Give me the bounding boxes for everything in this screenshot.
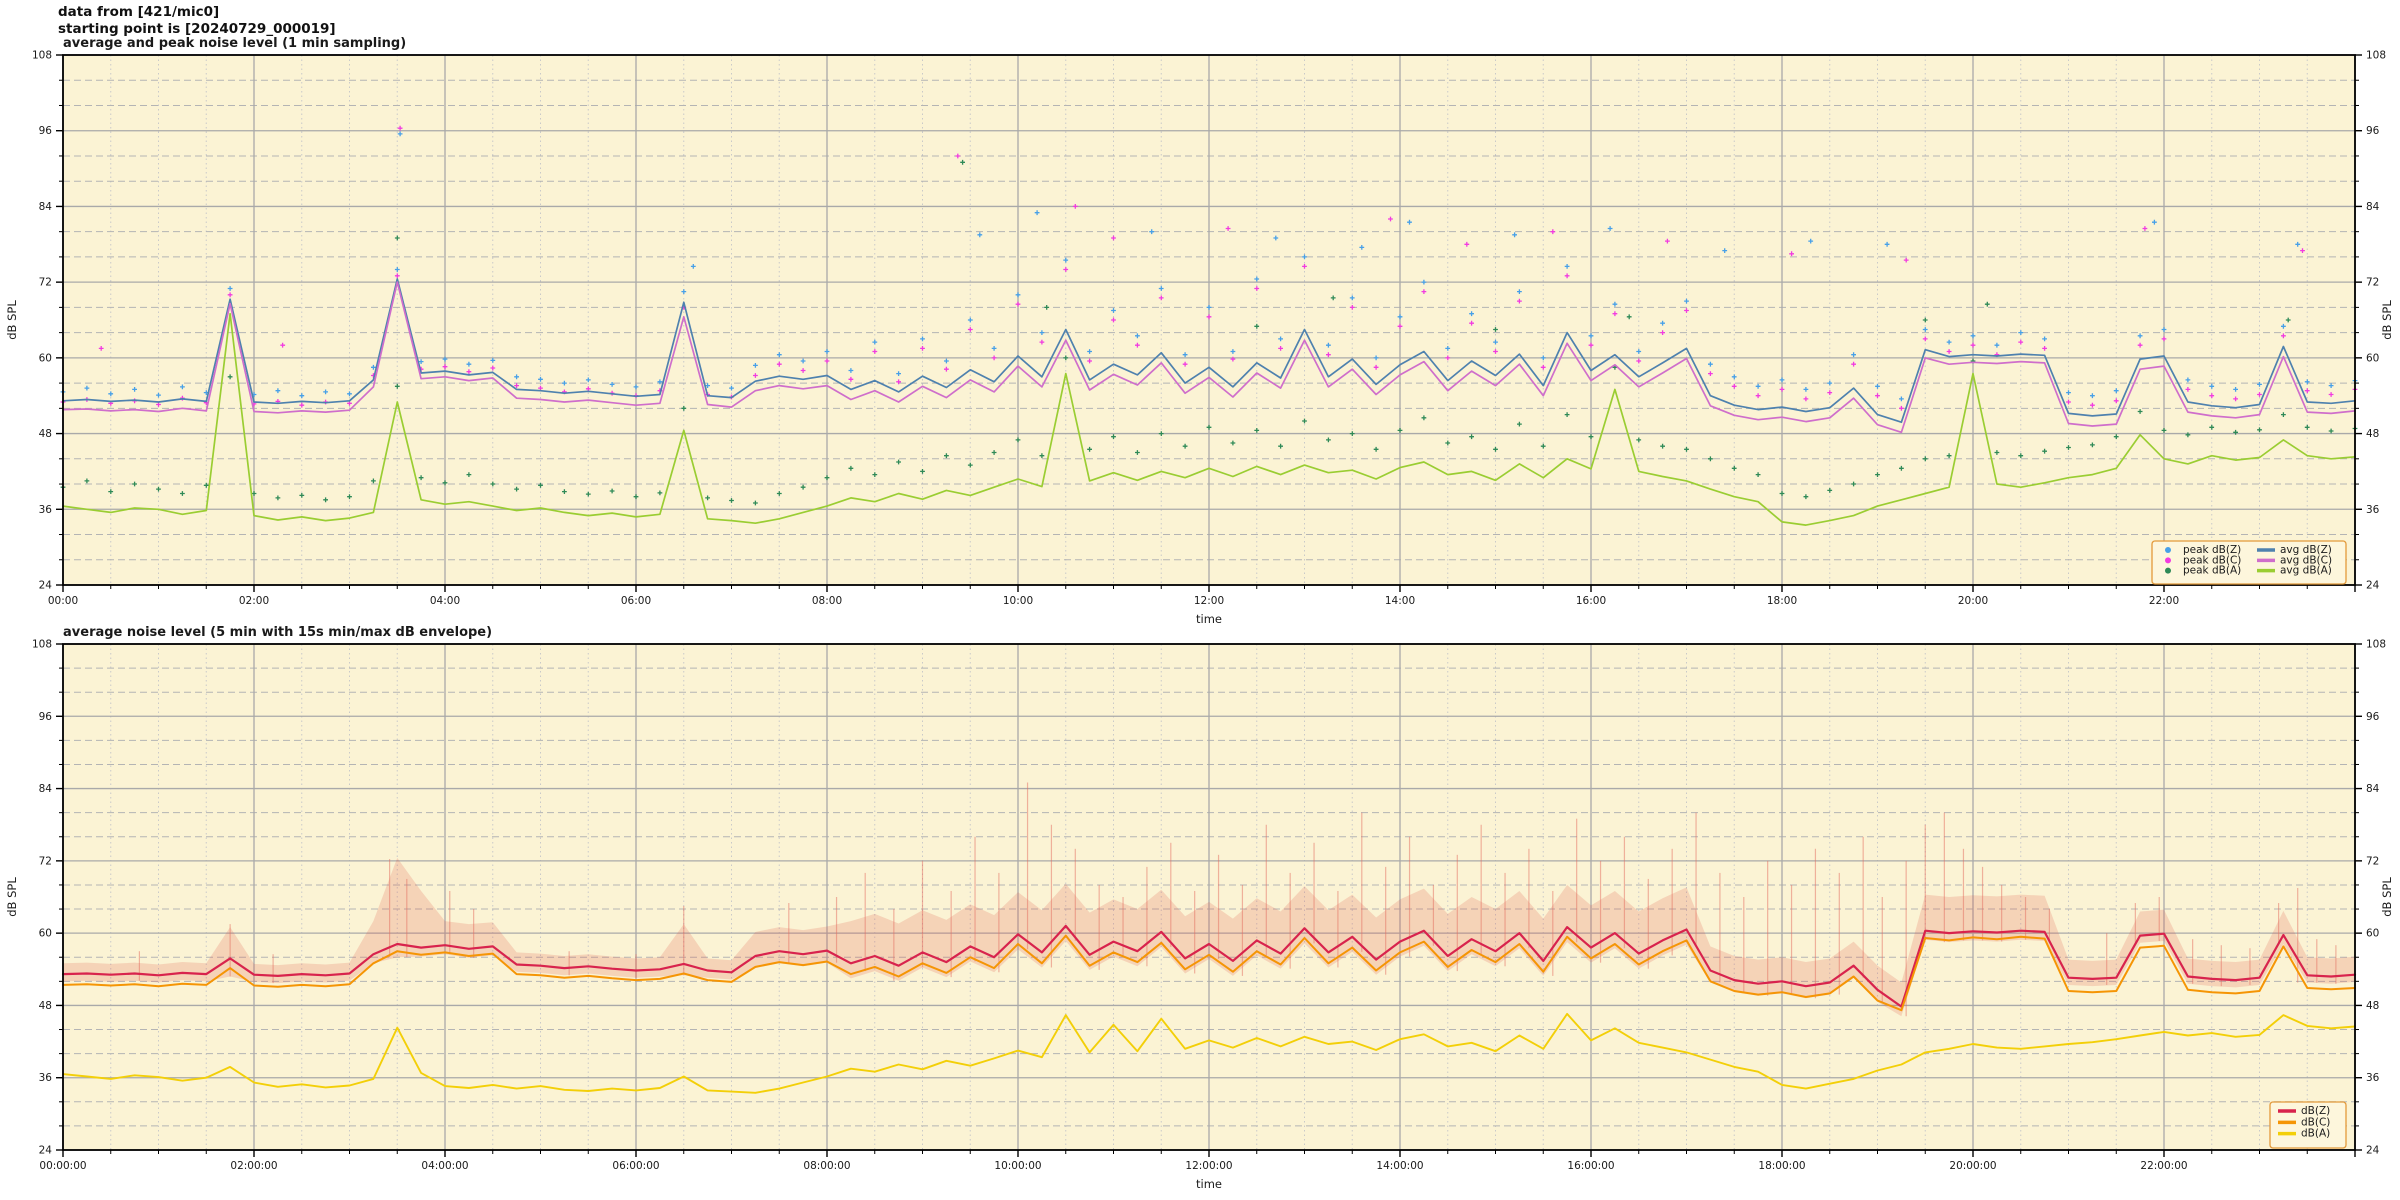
- x-tick-label: 22:00:00: [2140, 1160, 2187, 1172]
- legend-entry-label: avg dB(C): [2280, 554, 2332, 566]
- x-tick-label: 06:00: [621, 595, 651, 607]
- x-tick-label: 08:00:00: [803, 1160, 850, 1172]
- y-tick-label-left: 84: [39, 783, 53, 795]
- legend-entry-label: dB(C): [2301, 1116, 2330, 1128]
- y-tick-label-left: 72: [39, 855, 52, 867]
- header-start-line: starting point is [20240729_000019]: [58, 21, 336, 37]
- line-db-a-: [62, 1012, 2356, 1094]
- y-tick-label-left: 48: [39, 428, 52, 440]
- y-tick-label-left: 96: [39, 125, 53, 137]
- x-tick-label: 14:00:00: [1376, 1160, 1423, 1172]
- x-tick-label: 22:00: [2149, 595, 2179, 607]
- min-max-envelope: [63, 782, 2355, 1017]
- legend-marker-icon: [2165, 567, 2171, 574]
- y-tick-label-right: 60: [2366, 352, 2379, 364]
- legend-entry-label: avg dB(Z): [2280, 544, 2332, 556]
- x-tick-label: 00:00: [48, 595, 78, 607]
- x-tick-label: 18:00: [1767, 595, 1797, 607]
- legend-entry-label: avg dB(A): [2280, 565, 2332, 577]
- line-avg-db-c-: [62, 281, 2356, 434]
- chart-bottom: 00:00:00 02:00:00 04:00:00 06:00:00 08:00:00…: [5, 625, 2394, 1191]
- x-tick-label: 12:00: [1194, 595, 1224, 607]
- legend-entry-label: peak dB(Z): [2183, 544, 2241, 556]
- y-tick-label-left: 36: [39, 1072, 53, 1084]
- y-tick-label-left: 84: [39, 201, 53, 213]
- y-tick-label-left: 48: [39, 1000, 52, 1012]
- legend: dB(Z)dB(C)dB(A): [2269, 1101, 2347, 1149]
- y-tick-label-right: 72: [2366, 855, 2379, 867]
- x-tick-label: 16:00: [1576, 595, 1606, 607]
- x-tick-label: 00:00:00: [39, 1160, 86, 1172]
- x-tick-label: 14:00: [1385, 595, 1415, 607]
- legend: peak dB(Z)peak dB(C)peak dB(A)avg dB(Z)a…: [2151, 540, 2347, 585]
- y-tick-label-left: 108: [32, 50, 52, 62]
- y-tick-label-left: 60: [39, 928, 52, 940]
- y-tick-label-left: 24: [39, 580, 53, 592]
- line-db-c-: [62, 934, 2356, 1012]
- scatter-peak-db-z-: [60, 131, 2358, 402]
- y-tick-label-right: 96: [2366, 125, 2380, 137]
- x-tick-label: 02:00: [239, 595, 269, 607]
- x-tick-label: 16:00:00: [1567, 1160, 1614, 1172]
- y-axis-label-left: dB SPL: [5, 877, 19, 917]
- header-source-line: data from [421/mic0]: [58, 4, 220, 20]
- y-tick-label-left: 60: [39, 352, 52, 364]
- x-tick-label: 10:00:00: [994, 1160, 1041, 1172]
- chart-title: average noise level (5 min with 15s min/…: [63, 625, 492, 640]
- legend-entry-label: peak dB(C): [2183, 554, 2241, 566]
- x-tick-label: 04:00: [430, 595, 460, 607]
- legend-entry-label: dB(A): [2301, 1128, 2330, 1140]
- chart-title: average and peak noise level (1 min samp…: [63, 36, 406, 51]
- y-tick-label-left: 96: [39, 711, 53, 723]
- x-tick-label: 18:00:00: [1758, 1160, 1805, 1172]
- y-tick-label-right: 108: [2366, 50, 2386, 62]
- y-tick-label-right: 72: [2366, 277, 2379, 289]
- x-tick-label: 08:00: [812, 595, 842, 607]
- y-axis-label-left: dB SPL: [5, 300, 19, 340]
- figure-header: data from [421/mic0] starting point is […: [58, 4, 336, 38]
- y-tick-label-left: 24: [39, 1145, 53, 1157]
- axes: 00:00:00 02:00:00 04:00:00 06:00:00 08:00:00…: [32, 639, 2386, 1173]
- y-axis-label-right: dB SPL: [2380, 300, 2394, 340]
- chart-top: 00:00 02:00 04:00 06:00 08:00 10:00 12:00 14:00…: [5, 36, 2394, 626]
- y-tick-label-right: 36: [2366, 1072, 2380, 1084]
- line-avg-db-a-: [62, 312, 2356, 526]
- y-tick-label-right: 84: [2366, 201, 2380, 213]
- gridlines: [62, 54, 2356, 586]
- legend-marker-icon: [2165, 557, 2171, 564]
- gridlines: [62, 643, 2356, 1151]
- legend-entry-label: dB(Z): [2301, 1105, 2330, 1117]
- x-axis-label: time: [1196, 612, 1222, 626]
- y-tick-label-right: 108: [2366, 639, 2386, 651]
- y-tick-label-right: 96: [2366, 711, 2380, 723]
- y-tick-label-right: 48: [2366, 1000, 2379, 1012]
- y-tick-label-right: 60: [2366, 928, 2379, 940]
- y-tick-label-right: 36: [2366, 504, 2380, 516]
- y-tick-label-left: 36: [39, 504, 53, 516]
- legend-entry-label: peak dB(A): [2183, 565, 2241, 577]
- line-avg-db-z-: [62, 278, 2356, 424]
- y-tick-label-left: 72: [39, 277, 52, 289]
- x-tick-label: 12:00:00: [1185, 1160, 1232, 1172]
- x-tick-label: 10:00: [1003, 595, 1033, 607]
- y-tick-label-left: 108: [32, 639, 52, 651]
- scatter-peak-db-a-: [60, 159, 2358, 506]
- x-tick-label: 20:00:00: [1949, 1160, 1996, 1172]
- x-tick-label: 04:00:00: [421, 1160, 468, 1172]
- y-tick-label-right: 84: [2366, 783, 2380, 795]
- x-tick-label: 02:00:00: [230, 1160, 277, 1172]
- line-db-z-: [61, 924, 2357, 1008]
- x-tick-label: 20:00: [1958, 595, 1988, 607]
- scatter-peak-db-c-: [60, 125, 2358, 411]
- x-axis-label: time: [1196, 1177, 1222, 1191]
- y-tick-label-right: 24: [2366, 580, 2380, 592]
- y-tick-label-right: 24: [2366, 1145, 2380, 1157]
- y-axis-label-right: dB SPL: [2380, 877, 2394, 917]
- legend-marker-icon: [2165, 547, 2171, 553]
- y-tick-label-right: 48: [2366, 428, 2379, 440]
- x-tick-label: 06:00:00: [612, 1160, 659, 1172]
- axes: 00:00 02:00 04:00 06:00 08:00 10:00 12:00 14:00…: [32, 50, 2386, 608]
